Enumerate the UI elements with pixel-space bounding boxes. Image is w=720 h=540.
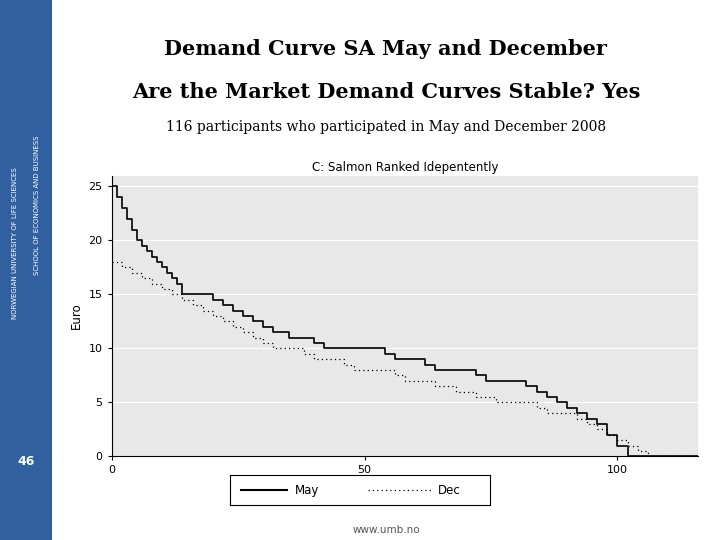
May	[603, 431, 612, 438]
Line: May: May	[112, 186, 698, 456]
X-axis label: Participants: Participants	[370, 481, 440, 494]
May	[694, 453, 703, 460]
May	[188, 291, 197, 298]
May	[502, 377, 510, 384]
Text: www.umb.no: www.umb.no	[352, 525, 420, 535]
Text: NORWEGIAN UNIVERSITY OF LIFE SCIENCES: NORWEGIAN UNIVERSITY OF LIFE SCIENCES	[12, 167, 17, 319]
Dec	[664, 453, 672, 460]
Text: Are the Market Demand Curves Stable? Yes: Are the Market Demand Curves Stable? Yes	[132, 82, 640, 102]
Dec	[249, 329, 258, 335]
Text: 46: 46	[17, 455, 35, 468]
Text: 116 participants who participated in May and December 2008: 116 participants who participated in May…	[166, 120, 606, 134]
Dec	[694, 453, 703, 460]
May	[654, 453, 662, 460]
May	[624, 453, 632, 460]
Text: Dec: Dec	[438, 483, 461, 497]
Title: C: Salmon Ranked Idepentently: C: Salmon Ranked Idepentently	[312, 161, 498, 174]
Dec	[370, 367, 379, 373]
Dec	[219, 318, 228, 325]
Y-axis label: Euro: Euro	[70, 302, 83, 329]
Line: Dec: Dec	[112, 262, 698, 456]
Text: Demand Curve SA May and December: Demand Curve SA May and December	[164, 38, 608, 59]
May	[107, 183, 116, 190]
Dec	[269, 340, 278, 346]
Dec	[107, 259, 116, 265]
May	[380, 345, 389, 352]
Dec	[229, 323, 238, 330]
Text: SCHOOL OF ECONOMICS AND BUSINESS: SCHOOL OF ECONOMICS AND BUSINESS	[35, 136, 40, 275]
May	[400, 356, 409, 362]
Dec	[644, 453, 652, 460]
Text: May: May	[295, 483, 320, 497]
